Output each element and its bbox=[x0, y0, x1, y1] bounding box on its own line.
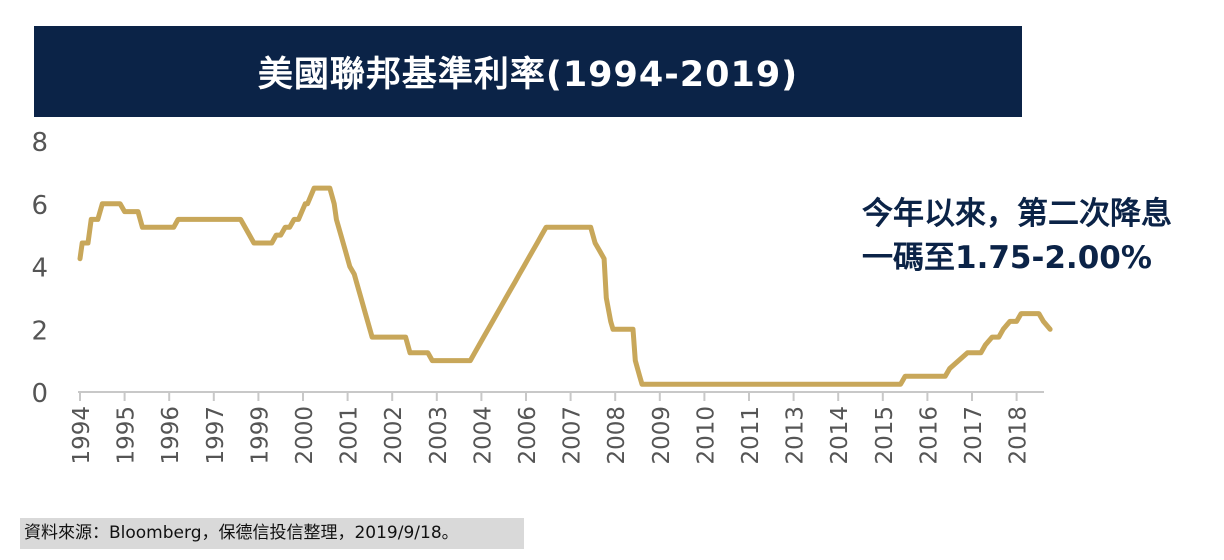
x-tick-label: 2011 bbox=[738, 406, 764, 465]
x-tick-label: 2004 bbox=[470, 406, 496, 465]
x-tick-label: 2002 bbox=[381, 406, 407, 465]
x-tick-label: 2009 bbox=[649, 406, 675, 465]
x-axis-ticks: 1994 1995 1996 1997 1999 2000 2001 2002 2003 2004… bbox=[69, 392, 1032, 465]
annotation-line-2: 一碼至1.75-2.00% bbox=[862, 240, 1152, 276]
x-tick-label: 2007 bbox=[560, 406, 586, 465]
rate-cut-annotation: 今年以來，第二次降息 一碼至1.75-2.00% bbox=[862, 192, 1172, 280]
x-tick-label: 2008 bbox=[604, 406, 630, 465]
y-tick-label: 4 bbox=[31, 254, 48, 284]
annotation-line-1: 今年以來，第二次降息 bbox=[862, 196, 1172, 232]
x-tick-label: 2001 bbox=[337, 406, 363, 465]
x-tick-label: 1994 bbox=[69, 406, 95, 465]
x-tick-label: 2013 bbox=[783, 406, 809, 465]
x-tick-label: 2016 bbox=[916, 406, 942, 465]
x-tick-label: 2006 bbox=[515, 406, 541, 465]
x-tick-label: 2010 bbox=[693, 406, 719, 465]
x-tick-label: 1996 bbox=[158, 406, 184, 465]
y-tick-label: 6 bbox=[31, 191, 48, 221]
source-note: 資料來源：Bloomberg，保德信投信整理，2019/9/18。 bbox=[20, 518, 524, 549]
x-tick-label: 1995 bbox=[114, 406, 140, 465]
y-tick-label: 0 bbox=[31, 379, 48, 409]
x-tick-label: 2003 bbox=[426, 406, 452, 465]
chart-title: 美國聯邦基準利率(1994-2019) bbox=[34, 26, 1022, 117]
y-tick-label: 2 bbox=[31, 316, 48, 346]
x-tick-label: 2014 bbox=[827, 406, 853, 465]
x-tick-label: 1997 bbox=[203, 406, 229, 465]
y-axis-ticks: 0 2 4 6 8 bbox=[31, 128, 48, 409]
x-tick-label: 2017 bbox=[961, 406, 987, 465]
x-tick-label: 1999 bbox=[247, 406, 273, 465]
fed-rate-line bbox=[77, 185, 1053, 387]
x-tick-label: 2000 bbox=[292, 406, 318, 465]
y-tick-label: 8 bbox=[31, 128, 48, 158]
x-tick-label: 2015 bbox=[872, 406, 898, 465]
x-tick-label: 2018 bbox=[1006, 406, 1032, 465]
